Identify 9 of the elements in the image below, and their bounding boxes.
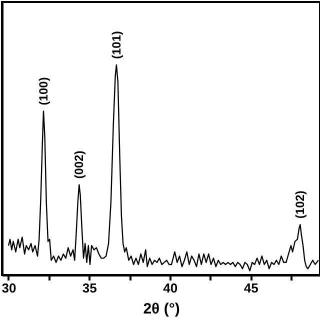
x-tick-label: 45 (244, 280, 258, 296)
x-tick-label: 30 (2, 280, 16, 296)
x-axis-title: 2θ (°) (143, 300, 180, 318)
annotation: (102) (293, 190, 308, 219)
annotation: (101) (109, 30, 124, 59)
annotation: (100) (36, 77, 50, 106)
x-tick-label: 40 (163, 280, 178, 296)
x-tick-label: 35 (82, 280, 97, 296)
annotation: (002) (72, 150, 86, 179)
